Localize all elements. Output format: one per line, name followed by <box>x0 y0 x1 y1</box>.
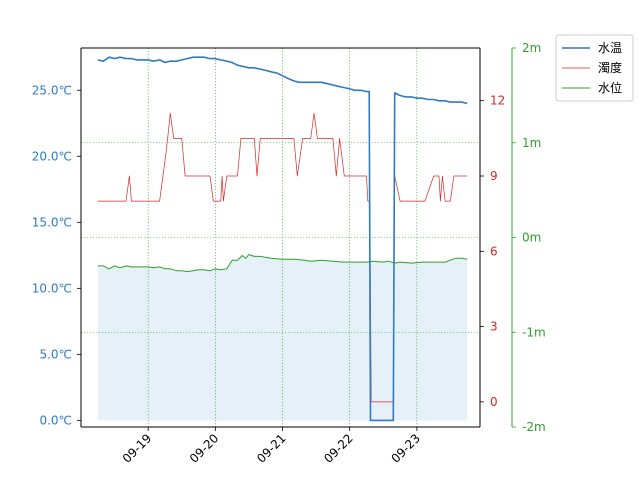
y-tick-label-left: 5.0℃ <box>39 347 72 361</box>
legend-label: 水位 <box>598 80 622 95</box>
y-tick-label-left: 20.0℃ <box>32 149 72 163</box>
legend-label: 濁度 <box>598 60 622 75</box>
y-tick-label-left: 0.0℃ <box>39 413 72 427</box>
x-tick-label: 09-19 <box>120 431 155 466</box>
y-tick-label-right1: 0 <box>490 395 498 409</box>
legend-label: 水温 <box>598 41 622 55</box>
y-tick-label-right1: 9 <box>490 169 498 183</box>
y-tick-label-left: 10.0℃ <box>32 281 72 295</box>
area-fill <box>97 254 468 421</box>
x-tick-label: 09-22 <box>321 431 356 466</box>
y-tick-label-right2: 1m <box>522 136 541 150</box>
legend-box <box>555 34 634 102</box>
y-tick-label-left: 15.0℃ <box>32 215 72 229</box>
y-tick-label-right1: 12 <box>490 94 505 108</box>
y-tick-label-right1: 3 <box>490 320 498 334</box>
series-right1 <box>97 112 468 403</box>
y-tick-label-right2: -1m <box>522 325 546 339</box>
axes: 0.0℃ 5.0℃ 10.0℃ 15.0℃ 20.0℃ 25.0℃ 0 3 6 9 12 -2m -1m… <box>32 41 546 466</box>
series-right2 <box>97 254 468 273</box>
y-tick-label-right2: -2m <box>522 420 546 434</box>
y-tick-label-right2: 2m <box>522 41 541 55</box>
y-tick-label-right2: 0m <box>522 231 541 245</box>
y-tick-label-right1: 6 <box>490 244 498 258</box>
x-tick-label: 09-20 <box>187 431 222 466</box>
y-tick-label-left: 25.0℃ <box>32 83 72 97</box>
x-tick-label: 09-21 <box>254 431 289 466</box>
series-lines <box>97 56 468 422</box>
x-tick-label: 09-23 <box>388 431 423 466</box>
series-left <box>97 56 468 422</box>
temperature-area-fill <box>97 254 468 421</box>
